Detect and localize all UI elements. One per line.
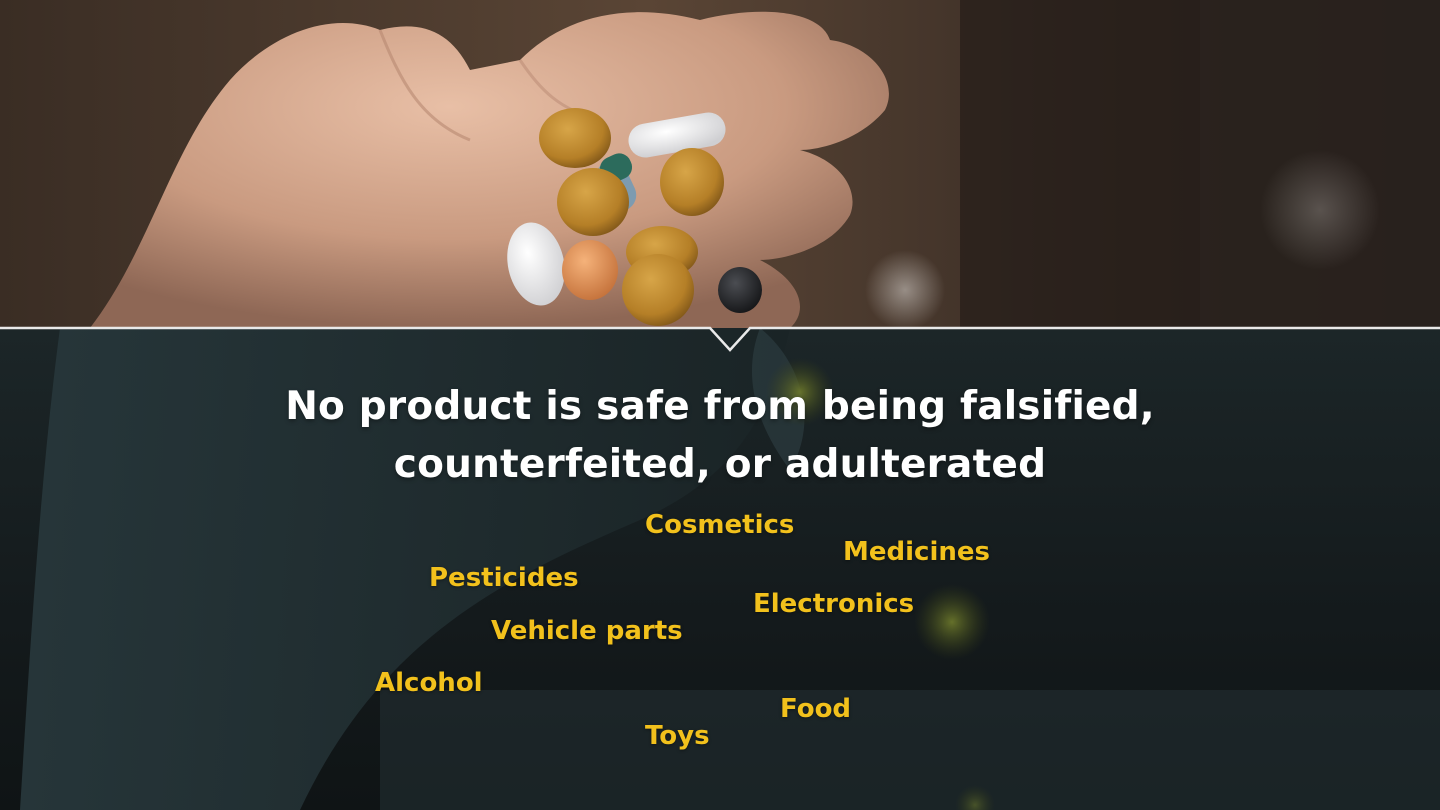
product-label-food: Food (780, 694, 852, 724)
product-label-pesticides: Pesticides (429, 563, 579, 593)
product-label-vehicle-parts: Vehicle parts (491, 616, 683, 646)
product-label-alcohol: Alcohol (375, 668, 483, 698)
product-label-medicines: Medicines (843, 537, 990, 567)
headline: No product is safe from being falsified,… (0, 378, 1440, 494)
product-label-cosmetics: Cosmetics (645, 510, 795, 540)
product-label-electronics: Electronics (753, 589, 915, 619)
headline-line-1: No product is safe from being falsified, (285, 384, 1155, 429)
product-label-toys: Toys (645, 721, 710, 751)
headline-line-2: counterfeited, or adulterated (393, 442, 1047, 487)
